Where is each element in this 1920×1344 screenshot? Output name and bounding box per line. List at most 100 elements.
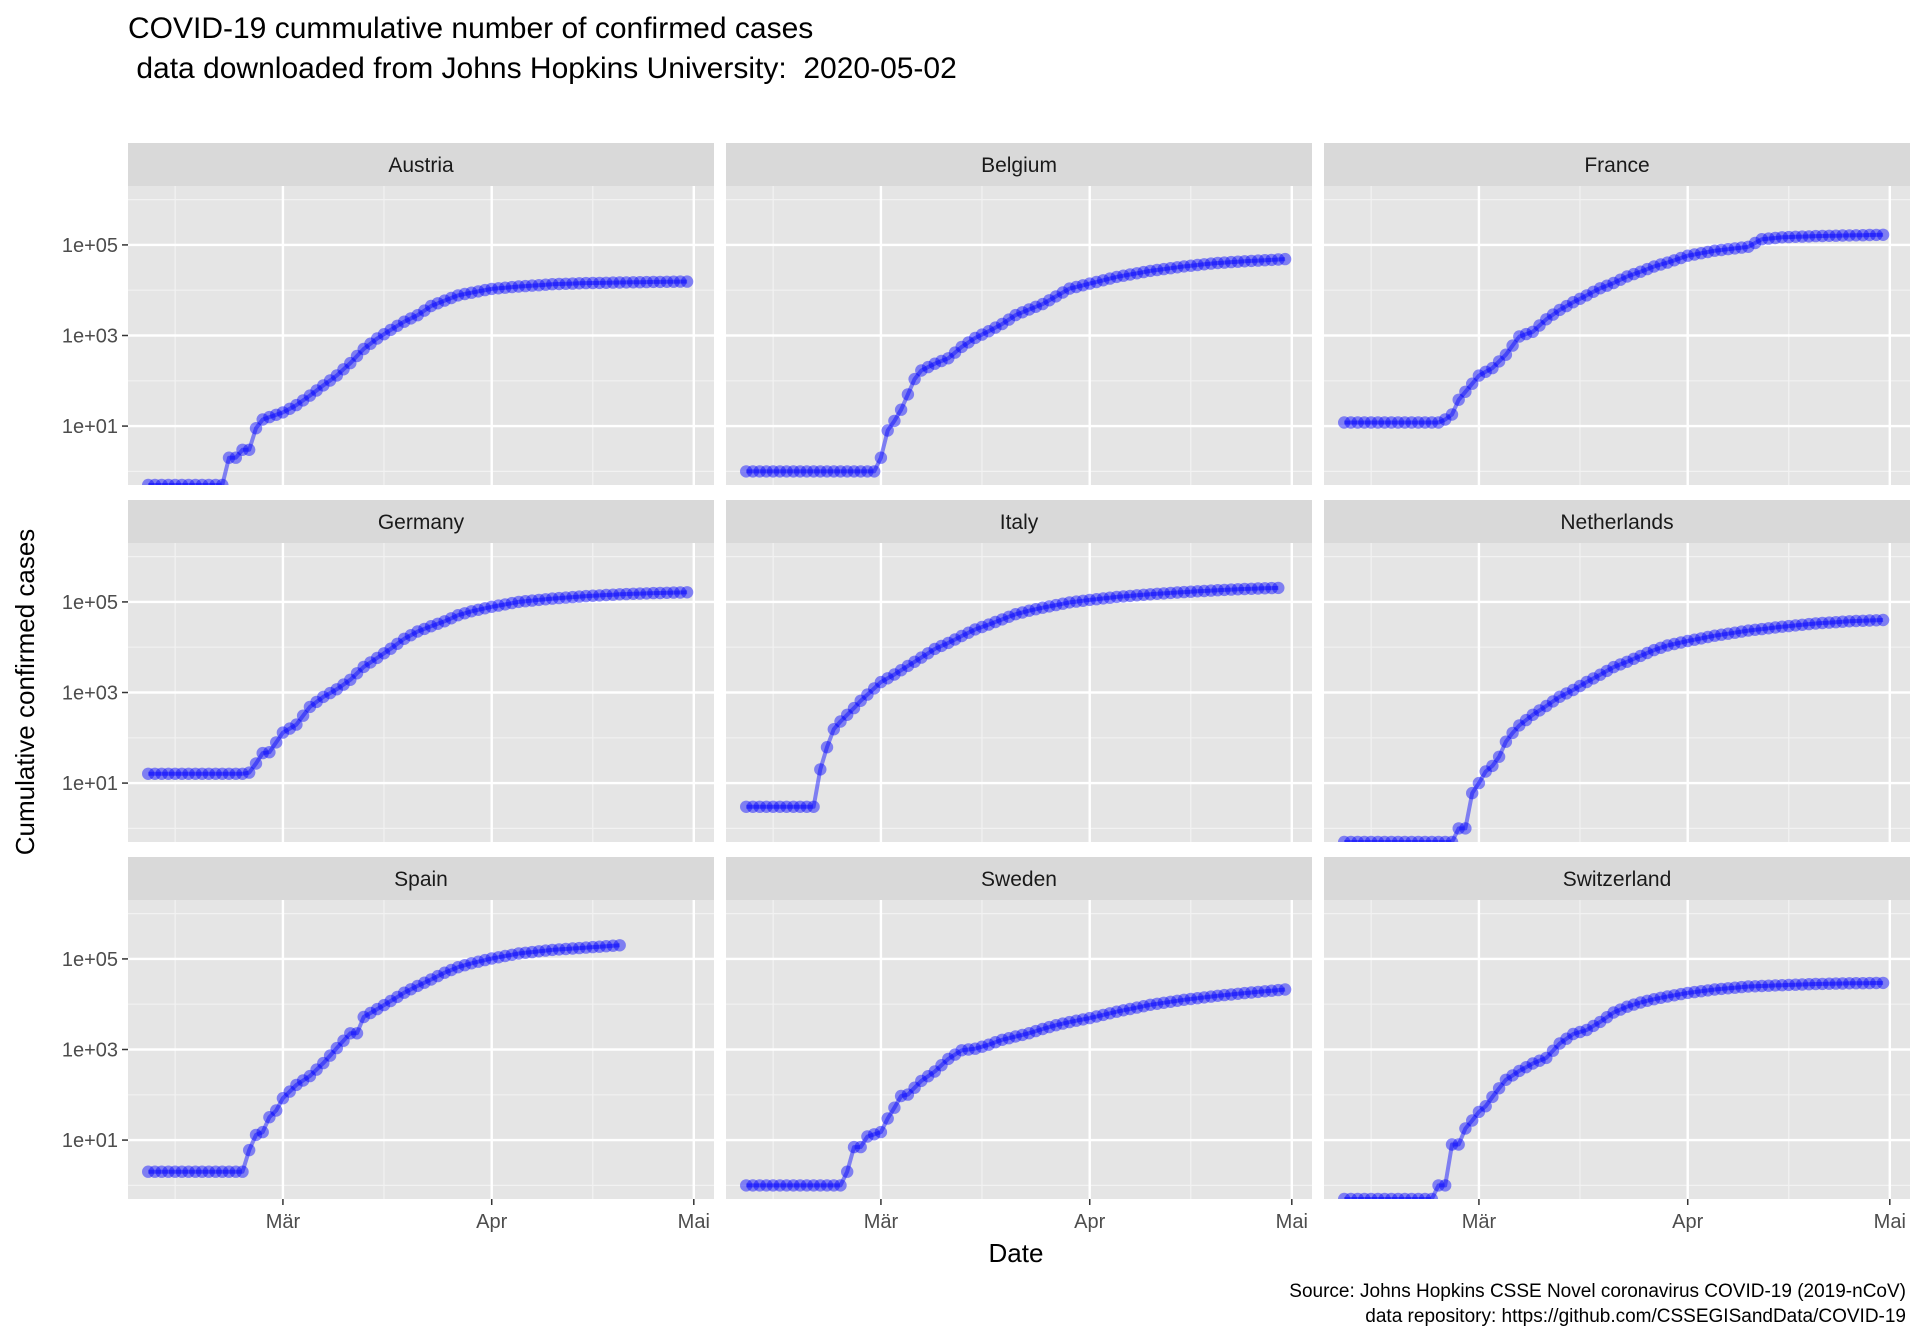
data-point — [1721, 982, 1735, 995]
data-point — [519, 279, 532, 293]
data-point — [1499, 1073, 1513, 1087]
data-point — [1849, 614, 1863, 628]
data-point — [989, 321, 1002, 334]
data-point — [942, 1052, 955, 1066]
data-point — [1641, 994, 1654, 1007]
facet-strip-label: Switzerland — [1563, 868, 1672, 891]
data-point — [1002, 1032, 1016, 1045]
data-point — [404, 312, 418, 325]
data-point — [1634, 649, 1647, 663]
data-point — [1043, 1020, 1056, 1034]
data-point — [1762, 622, 1775, 635]
data-point — [1540, 699, 1553, 713]
data-point — [1641, 646, 1654, 660]
data-point — [1211, 256, 1224, 270]
data-point — [1157, 262, 1171, 276]
facet-strip-label: Belgium — [981, 154, 1057, 177]
data-point — [847, 1140, 861, 1154]
data-point — [753, 465, 766, 478]
data-point — [627, 587, 640, 600]
data-point — [975, 328, 989, 341]
data-point — [478, 953, 492, 967]
data-point — [1097, 1008, 1110, 1022]
data-point — [1492, 1082, 1506, 1095]
facet-strip — [726, 857, 1312, 900]
data-point — [236, 767, 249, 780]
data-point — [391, 990, 404, 1004]
data-point — [1701, 984, 1715, 997]
data-point — [1177, 585, 1191, 599]
data-point — [1627, 998, 1641, 1011]
data-point — [276, 406, 290, 419]
y-tick-label: 1e+01 — [62, 1130, 118, 1152]
data-point — [1137, 588, 1150, 601]
data-point — [1661, 256, 1674, 269]
data-point — [1695, 247, 1708, 260]
data-point — [1540, 1051, 1553, 1065]
data-point — [1278, 252, 1292, 266]
data-point — [1829, 977, 1843, 990]
data-point — [1708, 629, 1721, 642]
caption-line-2: data repository: https://github.com/CSSE… — [1365, 1306, 1906, 1327]
data-point — [640, 275, 653, 289]
data-point — [1398, 416, 1412, 429]
data-point — [364, 337, 377, 350]
data-point — [303, 700, 317, 714]
data-point — [928, 357, 941, 370]
data-point — [499, 281, 512, 294]
facet-strip — [726, 143, 1312, 186]
data-point — [1459, 822, 1472, 835]
y-tick-label: 1e+01 — [62, 416, 118, 438]
facet-panels: Austria 1e+01 1e+03 1e+05 Belgium France Germa… — [62, 143, 1910, 1233]
data-point — [820, 741, 834, 754]
data-point — [1600, 1011, 1614, 1024]
data-point — [519, 595, 532, 608]
data-point — [861, 688, 874, 701]
facet-panel-netherlands: Netherlands — [1324, 500, 1910, 842]
data-point — [894, 664, 908, 677]
data-point — [1009, 1030, 1022, 1043]
x-tick-label: Mär — [266, 1211, 301, 1233]
data-point — [296, 394, 310, 407]
series-line — [148, 590, 688, 776]
data-point — [1634, 265, 1647, 278]
data-point — [1809, 617, 1822, 630]
data-point — [908, 1081, 921, 1094]
facet-panel-switzerland: Switzerland Mär Apr Mai — [1324, 857, 1910, 1233]
data-point — [1184, 992, 1198, 1006]
data-point — [566, 277, 579, 290]
data-point — [1425, 416, 1439, 429]
data-point — [1364, 416, 1378, 429]
data-point — [1742, 240, 1755, 253]
data-point — [1580, 675, 1593, 689]
data-point — [1620, 270, 1634, 283]
data-point — [391, 637, 404, 650]
data-point — [532, 945, 546, 958]
data-point — [861, 1130, 874, 1143]
data-point — [908, 655, 921, 668]
data-point — [787, 1179, 800, 1192]
data-point — [1594, 1015, 1607, 1029]
data-point — [600, 940, 613, 953]
data-point — [175, 478, 189, 485]
data-point — [377, 998, 391, 1012]
data-point — [1198, 991, 1211, 1004]
data-point — [364, 656, 377, 669]
data-point — [1351, 1192, 1364, 1199]
data-point — [1486, 1090, 1499, 1104]
data-point — [1587, 1019, 1600, 1033]
y-tick-label: 1e+05 — [62, 949, 118, 971]
data-point — [182, 1165, 195, 1178]
data-point — [834, 465, 847, 478]
data-point — [586, 589, 599, 602]
data-point — [1258, 985, 1272, 998]
x-tick-label: Mär — [1462, 1211, 1497, 1233]
data-point — [593, 276, 606, 290]
data-point — [1553, 303, 1566, 317]
data-point — [1204, 990, 1218, 1003]
data-point — [680, 275, 694, 288]
data-point — [1002, 313, 1016, 326]
data-point — [142, 767, 155, 780]
data-point — [148, 1165, 162, 1178]
facet-strip-label: France — [1584, 154, 1649, 177]
